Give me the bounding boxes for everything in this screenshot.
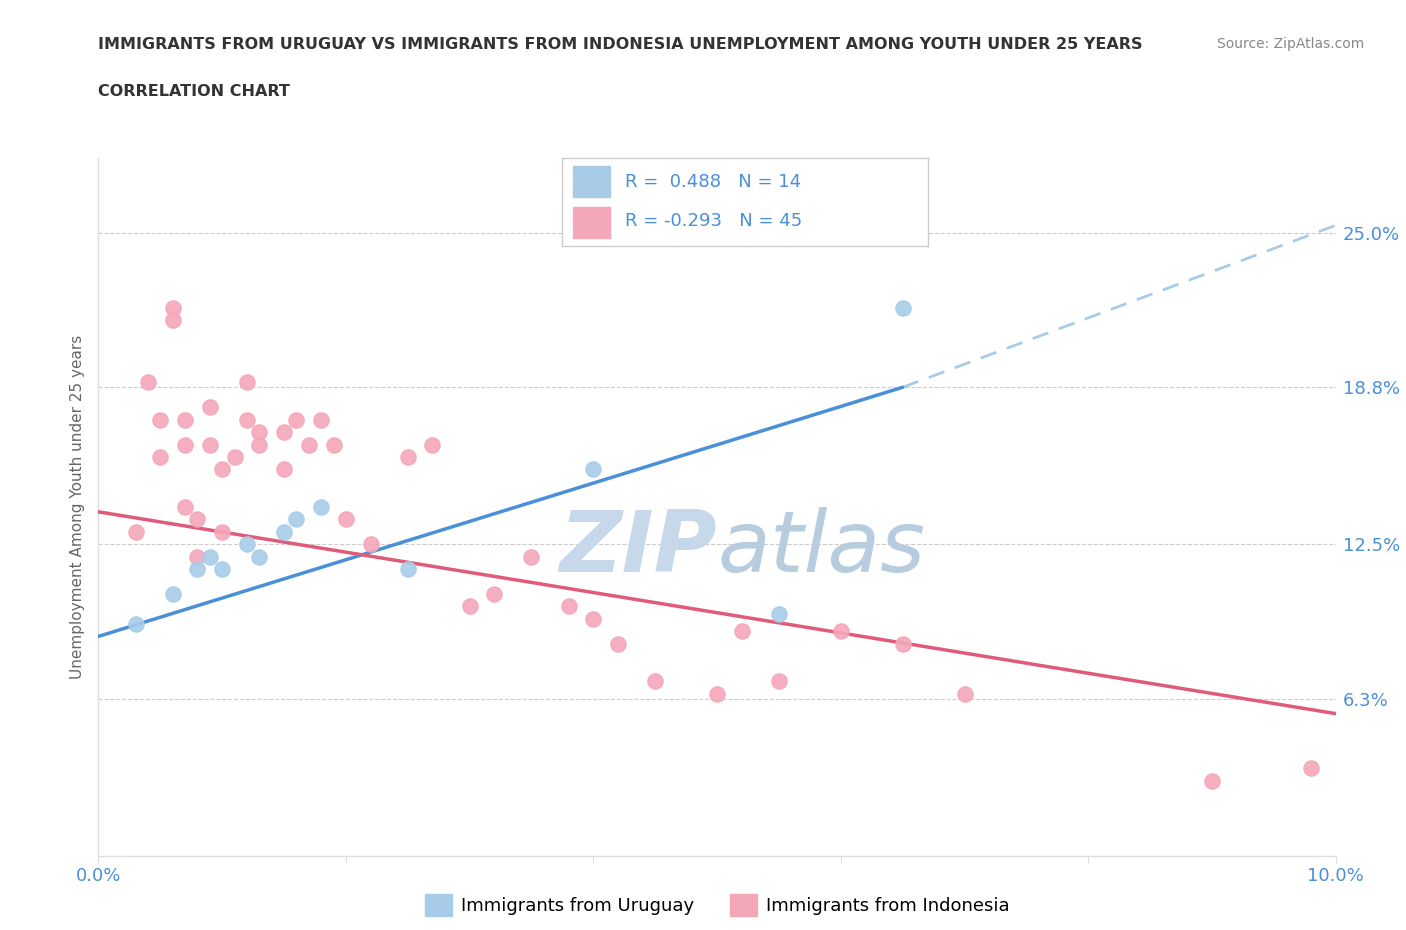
Point: [273, 462, 295, 477]
Point: [582, 462, 605, 477]
Y-axis label: Unemployment Among Youth under 25 years: Unemployment Among Youth under 25 years: [69, 335, 84, 679]
Text: Source: ZipAtlas.com: Source: ZipAtlas.com: [1216, 37, 1364, 51]
Point: [396, 562, 419, 577]
Point: [211, 562, 233, 577]
Point: [236, 375, 259, 390]
Text: IMMIGRANTS FROM URUGUAY VS IMMIGRANTS FROM INDONESIA UNEMPLOYMENT AMONG YOUTH UN: IMMIGRANTS FROM URUGUAY VS IMMIGRANTS FR…: [98, 37, 1143, 52]
Point: [236, 537, 259, 551]
Point: [273, 525, 295, 539]
Point: [124, 617, 146, 631]
Point: [247, 550, 270, 565]
Point: [174, 499, 197, 514]
Point: [557, 599, 579, 614]
Point: [136, 375, 159, 390]
Point: [298, 437, 321, 452]
Point: [149, 412, 172, 427]
Point: [285, 512, 308, 526]
Point: [211, 525, 233, 539]
Bar: [574, 166, 610, 197]
Point: [198, 400, 221, 415]
Point: [247, 425, 270, 440]
Point: [224, 449, 246, 464]
Point: [607, 636, 630, 651]
Point: [174, 437, 197, 452]
Text: CORRELATION CHART: CORRELATION CHART: [98, 84, 290, 99]
Point: [174, 412, 197, 427]
Point: [891, 636, 914, 651]
Point: [211, 462, 233, 477]
Point: [360, 537, 382, 551]
Point: [706, 686, 728, 701]
Point: [891, 300, 914, 315]
Legend: Immigrants from Uruguay, Immigrants from Indonesia: Immigrants from Uruguay, Immigrants from…: [418, 887, 1017, 923]
Text: R = -0.293   N = 45: R = -0.293 N = 45: [624, 212, 801, 231]
Point: [236, 412, 259, 427]
Point: [285, 412, 308, 427]
Text: R =  0.488   N = 14: R = 0.488 N = 14: [624, 172, 800, 191]
Point: [953, 686, 976, 701]
Point: [198, 550, 221, 565]
Point: [149, 449, 172, 464]
Point: [162, 300, 184, 315]
Point: [309, 499, 332, 514]
Text: atlas: atlas: [717, 507, 925, 591]
Point: [198, 437, 221, 452]
Point: [582, 612, 605, 627]
Point: [162, 312, 184, 327]
Point: [768, 606, 790, 621]
Point: [186, 562, 208, 577]
Point: [422, 437, 444, 452]
Point: [731, 624, 754, 639]
Point: [247, 437, 270, 452]
Point: [1299, 761, 1322, 776]
Point: [1201, 774, 1223, 789]
Bar: [574, 206, 610, 238]
Point: [273, 425, 295, 440]
Point: [186, 512, 208, 526]
Point: [520, 550, 543, 565]
Point: [322, 437, 344, 452]
Point: [309, 412, 332, 427]
Point: [335, 512, 357, 526]
Point: [124, 525, 146, 539]
Point: [830, 624, 852, 639]
Text: ZIP: ZIP: [560, 507, 717, 591]
Point: [458, 599, 481, 614]
Point: [644, 673, 666, 688]
Point: [186, 550, 208, 565]
Point: [396, 449, 419, 464]
Point: [484, 587, 506, 602]
Point: [162, 587, 184, 602]
Point: [768, 673, 790, 688]
